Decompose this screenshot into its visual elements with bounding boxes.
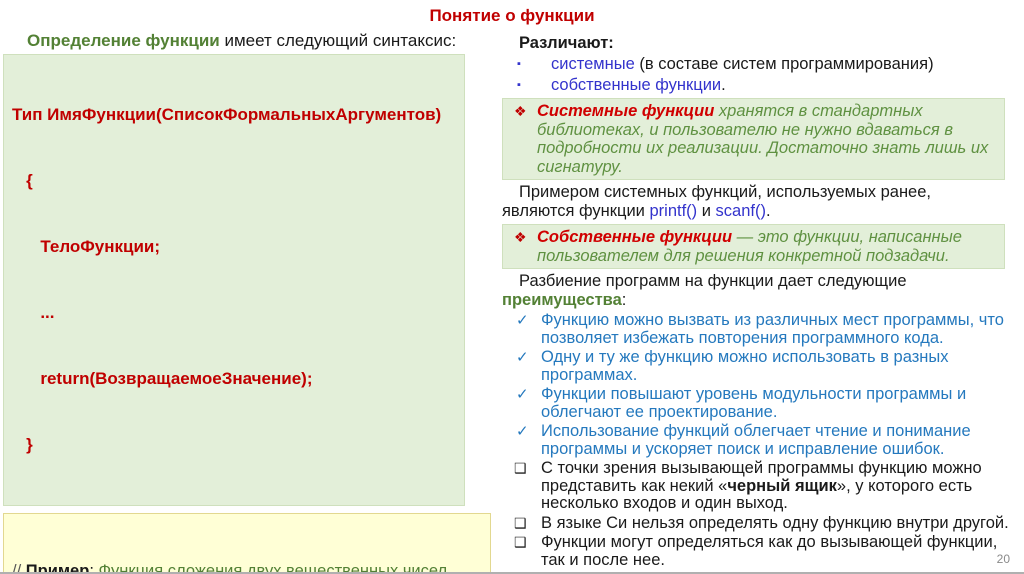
left-column: Определение функции имеет следующий синт…: [0, 28, 502, 574]
diamond-bullet-icon: ❖: [514, 229, 527, 245]
list-item: ❑ Функции могут определяться как до вызы…: [502, 533, 1014, 569]
advantage-text: Использование функций облегчает чтение и…: [541, 422, 971, 458]
callout-text: Собственные функции — это функции, напис…: [537, 228, 962, 265]
code-line: ТелоФункции;: [12, 237, 161, 256]
callout-text: Системные функции хранятся в стандартных…: [537, 102, 989, 176]
code-line: Тип ИмяФункции(СписокФормальныхАргументо…: [12, 105, 442, 124]
definition-intro: Определение функции имеет следующий синт…: [27, 31, 457, 50]
code-line: ...: [12, 303, 55, 322]
list-item: ❑ С точки зрения вызывающей программы фу…: [502, 459, 1014, 513]
fact-text: В языке Си нельзя определять одну функци…: [541, 513, 1009, 532]
checkbox-bullet-icon: ❑: [514, 460, 527, 476]
advantage-text: Функцию можно вызвать из различных мест …: [541, 311, 1004, 347]
example-code-box: // Пример: Функция сложения двух веществ…: [3, 513, 491, 574]
right-column: Различают: ▪ системные (в составе систем…: [502, 28, 1021, 571]
syntax-code-box: Тип ИмяФункции(СписокФормальныхАргументо…: [3, 54, 465, 506]
list-item: ✓ Одну и ту же функцию можно использоват…: [502, 348, 1014, 384]
list-item: ✓ Использование функций облегчает чтение…: [502, 422, 1014, 458]
check-bullet-icon: ✓: [516, 349, 529, 366]
advantage-text: Одну и ту же функцию можно использовать …: [541, 348, 949, 384]
advantage-text: Функции повышают уровень модульности про…: [541, 385, 967, 421]
code-line: }: [12, 435, 33, 454]
check-bullet-icon: ✓: [516, 386, 529, 403]
page-number: 20: [996, 552, 1010, 566]
code-line: {: [12, 171, 33, 190]
slide-title: Понятие о функции: [429, 6, 595, 25]
list-item: ❑ В языке Си нельзя определять одну функ…: [502, 513, 1014, 533]
kind-text: собственные функции.: [551, 76, 726, 94]
function-kinds-list: ▪ системные (в составе систем программир…: [502, 54, 1021, 95]
checkbox-bullet-icon: ❑: [514, 514, 527, 531]
own-functions-callout: ❖ Собственные функции — это функции, нап…: [502, 224, 1005, 269]
advantages-list: ✓ Функцию можно вызвать из различных мес…: [502, 311, 1014, 458]
list-item: ✓ Функцию можно вызвать из различных мес…: [502, 311, 1014, 347]
fact-text: Функции могут определяться как до вызыва…: [541, 533, 998, 569]
check-bullet-icon: ✓: [516, 312, 529, 329]
square-bullet-icon: ▪: [517, 79, 521, 91]
advantages-intro: Разбиение программ на функции дает следу…: [502, 272, 907, 309]
fact-text: С точки зрения вызывающей программы функ…: [541, 459, 982, 512]
code-line: return(ВозвращаемоеЗначение);: [12, 369, 313, 388]
check-bullet-icon: ✓: [516, 423, 529, 440]
square-bullet-icon: ▪: [517, 58, 521, 70]
code-line: // Пример: Функция сложения двух веществ…: [12, 562, 448, 574]
diamond-bullet-icon: ❖: [514, 103, 527, 119]
classification-intro: Различают:: [519, 34, 614, 52]
list-item: ▪ системные (в составе систем программир…: [502, 54, 1021, 74]
system-functions-callout: ❖ Системные функции хранятся в стандартн…: [502, 98, 1005, 180]
checkbox-bullet-icon: ❑: [514, 534, 527, 550]
system-example-paragraph: Примером системных функций, используемых…: [502, 183, 931, 220]
facts-list: ❑ С точки зрения вызывающей программы фу…: [502, 459, 1014, 569]
list-item: ✓ Функции повышают уровень модульности п…: [502, 385, 1014, 421]
list-item: ▪ собственные функции.: [502, 75, 1021, 95]
content-columns: Определение функции имеет следующий синт…: [0, 28, 1024, 574]
kind-text: системные (в составе систем программиров…: [551, 55, 934, 73]
